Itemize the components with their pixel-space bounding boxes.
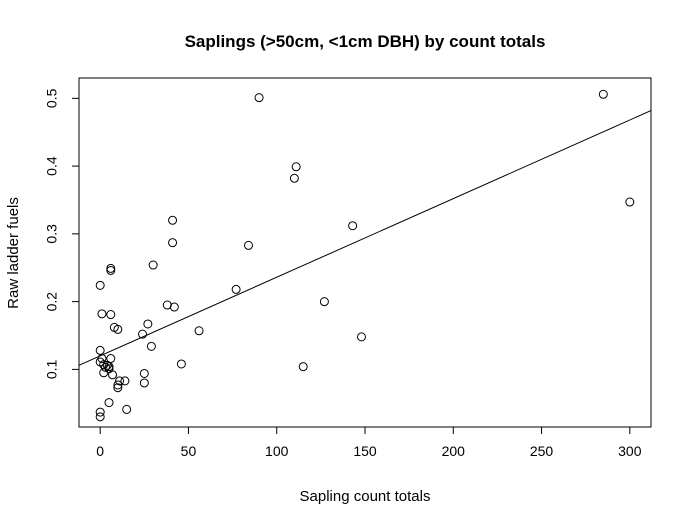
y-tick-label: 0.3 xyxy=(44,224,60,244)
data-point xyxy=(115,376,125,386)
data-point xyxy=(162,300,172,310)
data-point xyxy=(168,238,178,248)
data-point xyxy=(168,215,178,225)
x-tick-label: 0 xyxy=(96,443,104,459)
data-point xyxy=(356,332,366,342)
chart-title: Saplings (>50cm, <1cm DBH) by count tota… xyxy=(185,32,546,51)
data-point xyxy=(243,240,253,250)
data-point xyxy=(113,324,123,334)
data-point xyxy=(113,380,123,390)
data-point xyxy=(148,260,158,270)
x-tick-label: 250 xyxy=(530,443,554,459)
data-point xyxy=(106,263,116,273)
data-point xyxy=(298,362,308,372)
data-point xyxy=(113,383,123,393)
data-point xyxy=(106,265,116,275)
y-axis-label: Raw ladder fuels xyxy=(5,197,22,309)
data-points xyxy=(95,89,635,422)
data-point xyxy=(106,354,116,364)
data-point xyxy=(194,326,204,336)
data-point xyxy=(231,284,241,294)
data-point xyxy=(138,329,148,339)
data-point xyxy=(95,407,105,417)
data-point xyxy=(319,297,329,307)
x-axis: 0 50 100 150 200 250 300 xyxy=(96,426,642,459)
data-point xyxy=(104,398,114,408)
x-tick-label: 300 xyxy=(618,443,642,459)
data-point xyxy=(169,302,179,312)
y-axis: 0.1 0.2 0.3 0.4 0.5 xyxy=(44,88,80,379)
x-axis-label: Sapling count totals xyxy=(300,488,431,505)
data-point xyxy=(291,162,301,172)
y-tick-label: 0.1 xyxy=(44,359,60,379)
data-point xyxy=(139,378,149,388)
x-tick-label: 150 xyxy=(353,443,377,459)
data-point xyxy=(598,89,608,99)
regression-line xyxy=(78,110,652,366)
data-point xyxy=(95,412,105,422)
data-point xyxy=(106,310,116,320)
data-point xyxy=(95,345,105,355)
x-tick-label: 50 xyxy=(181,443,197,459)
data-point xyxy=(289,173,299,183)
regression-line-group xyxy=(78,110,652,366)
data-point xyxy=(143,319,153,329)
data-point xyxy=(146,341,156,351)
x-tick-label: 200 xyxy=(442,443,466,459)
data-point xyxy=(254,93,264,103)
data-point xyxy=(108,370,118,380)
y-tick-label: 0.5 xyxy=(44,88,60,108)
data-point xyxy=(95,280,105,290)
y-tick-label: 0.4 xyxy=(44,156,60,176)
data-point xyxy=(97,309,107,319)
data-point xyxy=(176,359,186,369)
data-point xyxy=(348,221,358,231)
plot-frame xyxy=(78,77,652,428)
data-point xyxy=(139,368,149,378)
data-point xyxy=(122,404,132,414)
x-tick-label: 100 xyxy=(265,443,289,459)
data-point xyxy=(625,197,635,207)
y-tick-label: 0.2 xyxy=(44,292,60,312)
data-point xyxy=(120,376,130,386)
